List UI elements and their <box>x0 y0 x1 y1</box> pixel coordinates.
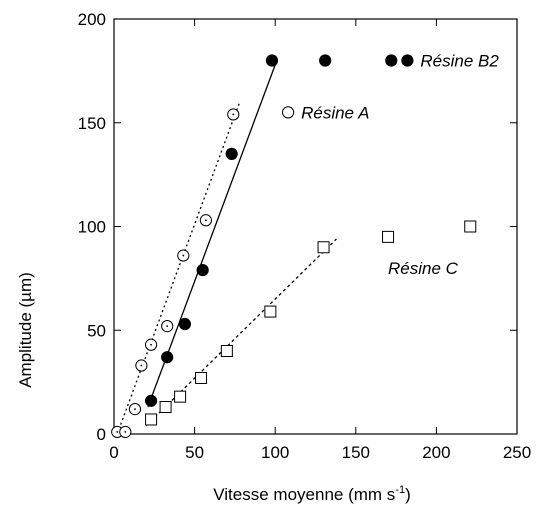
y-tick-label: 0 <box>97 425 106 444</box>
annotation-label: Résine B2 <box>420 52 499 71</box>
annotation-label: Résine A <box>301 103 369 122</box>
data-point-open-square <box>220 345 233 357</box>
y-tick-label: 200 <box>78 10 106 29</box>
data-point-filled-circle <box>144 394 158 407</box>
plot-area-border <box>113 18 518 435</box>
data-point-center-dot <box>150 343 152 346</box>
x-tick-label: 150 <box>342 443 370 462</box>
data-point-open-square <box>317 241 330 254</box>
annotations: Résine B2 Résine A Résine C <box>281 52 499 278</box>
data-point-center-dot <box>166 325 169 327</box>
x-tick-label: 50 <box>185 443 204 462</box>
data-point-open-square <box>195 371 208 384</box>
data-point-open-square <box>145 413 158 426</box>
data-point-filled-circle <box>385 54 398 67</box>
data-point-open-circle <box>281 106 295 119</box>
data-point-open-square <box>174 390 187 403</box>
annotation-label: Résine C <box>388 259 459 278</box>
y-tick-label: 100 <box>78 218 106 237</box>
x-axis-label: Vitesse moyenne (mm s-1) <box>213 484 410 504</box>
data-point-filled-circle <box>178 317 192 331</box>
data-point-center-dot <box>124 431 127 433</box>
data-point-filled-circle <box>265 54 279 67</box>
data-point-center-dot <box>182 254 185 257</box>
fit-line <box>147 60 278 408</box>
data-point-filled-circle <box>401 54 414 67</box>
x-tick-label: 200 <box>422 443 450 462</box>
plot-frame <box>113 18 518 435</box>
x-axis-label-end: ) <box>405 485 411 504</box>
y-tick-label: 50 <box>87 321 106 340</box>
x-axis-label-sup: -1 <box>395 484 405 496</box>
data-point-center-dot <box>134 408 136 410</box>
y-axis-label: Amplitude (µm) <box>16 272 35 388</box>
x-tick-label: 100 <box>261 443 289 462</box>
x-tick-label: 250 <box>503 443 531 462</box>
data-point-filled-circle <box>319 54 332 67</box>
data-point-center-dot <box>116 431 119 433</box>
data-point-filled-circle <box>196 263 209 277</box>
data-point-center-dot <box>140 364 143 367</box>
y-tick-label: 150 <box>78 114 106 133</box>
x-axis-label-main: Vitesse moyenne (mm s <box>213 485 395 504</box>
data-point-open-square <box>382 230 395 243</box>
data-point-filled-circle <box>225 147 238 160</box>
data-point-center-dot <box>232 113 235 116</box>
fit-line <box>116 101 241 435</box>
axis-ticks: 0 50 100 150 200 250 0 50 100 150 200 <box>78 10 532 462</box>
data-point-open-square <box>159 401 172 414</box>
data-point-open-square <box>264 305 277 318</box>
data-point-center-dot <box>204 219 207 222</box>
data-points <box>111 54 477 439</box>
data-point-filled-circle <box>161 351 174 364</box>
x-tick-label: 0 <box>109 443 118 462</box>
data-point-open-square <box>464 220 477 233</box>
